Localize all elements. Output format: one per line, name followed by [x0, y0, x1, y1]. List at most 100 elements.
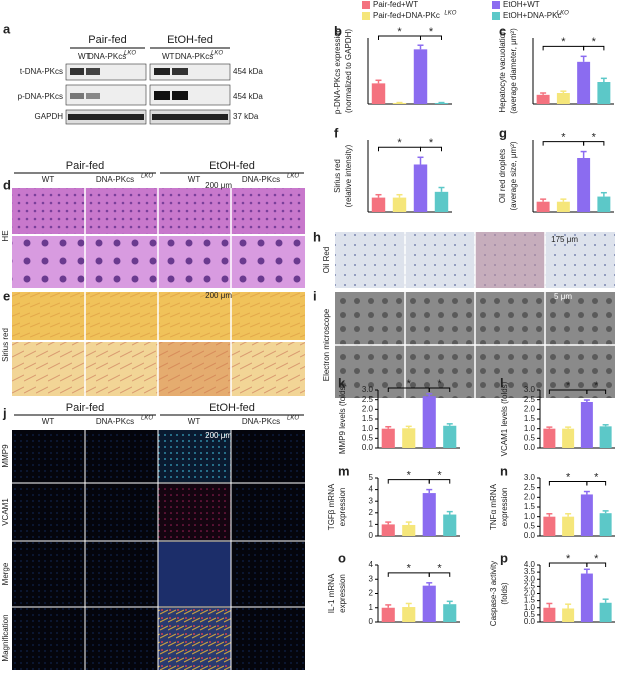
y-axis-label: expression [500, 488, 509, 527]
significance-label: * [561, 36, 566, 48]
row-label: Electron microscope [322, 308, 331, 381]
histology-images [12, 188, 615, 670]
column-sup: LKO [287, 174, 299, 180]
lane-sup: LKO [124, 51, 136, 57]
y-tick-label: 3 [369, 574, 374, 583]
bar [434, 191, 449, 212]
column-label: DNA-PKcs [242, 417, 280, 426]
bar [381, 428, 395, 448]
bar [392, 102, 407, 104]
y-tick-label: 0.0 [362, 443, 374, 452]
panel-label: m [338, 463, 350, 478]
legend-label: EtOH+DNA-PKc [503, 11, 561, 20]
y-tick-label: 0.0 [524, 531, 536, 540]
bar [536, 94, 550, 104]
bar [556, 93, 570, 104]
row-label: MMP9 [1, 444, 10, 468]
bar [381, 524, 395, 536]
bar [597, 196, 611, 212]
significance-bracket [586, 389, 607, 395]
panel-label: f [334, 125, 339, 140]
y-tick-label: 2.5 [524, 395, 536, 404]
y-tick-label: 3 [369, 496, 374, 505]
panel-label: l [500, 375, 504, 390]
row-label: VCAM1 [1, 498, 10, 526]
lane-sup: LKO [211, 51, 223, 57]
bar [371, 197, 386, 212]
y-tick-label: 1.0 [362, 424, 374, 433]
significance-label: * [594, 471, 599, 483]
legend-label: EtOH+WT [503, 0, 540, 9]
lane-label: DNA-PKcs [175, 52, 213, 61]
bar [422, 493, 436, 536]
y-tick-label: 1.0 [524, 424, 536, 433]
blot-row-label: GAPDH [35, 112, 64, 121]
column-sup: LKO [141, 174, 153, 180]
column-label: WT [42, 417, 55, 426]
panel-label: g [499, 125, 507, 140]
blot-size: 454 kDa [233, 92, 263, 101]
panel-label: i [313, 288, 317, 303]
panel-label: e [3, 288, 10, 303]
y-tick-label: 0 [369, 617, 374, 626]
row-label: HE [1, 230, 10, 241]
significance-label: * [437, 563, 442, 575]
y-axis-label: Caspase-3 activity [489, 561, 498, 626]
blot-row-label: t-DNA-PKcs [20, 67, 63, 76]
bar [402, 607, 416, 622]
bar [381, 607, 395, 622]
significance-label: * [561, 131, 566, 143]
y-axis-label: TGFβ mRNA [327, 483, 336, 530]
significance-label: * [594, 380, 599, 392]
y-tick-label: 2 [369, 589, 374, 598]
row-label: Magnification [1, 614, 10, 661]
y-axis-label: (normalized to GAPDH) [344, 29, 353, 113]
y-tick-label: 0.5 [524, 610, 536, 619]
bar [371, 83, 386, 104]
significance-bracket [428, 572, 451, 577]
y-axis-label: expression [338, 574, 347, 613]
y-axis-label: IL-1 mRNA [327, 573, 336, 613]
blot-size: 37 kDa [233, 112, 259, 121]
y-tick-label: 0.0 [524, 617, 536, 626]
row-label: Sirius red [1, 328, 10, 362]
group-label: Pair-fed [66, 402, 105, 414]
panel-label: j [2, 405, 7, 420]
significance-label: * [566, 380, 571, 392]
y-tick-label: 4 [369, 560, 374, 569]
legend-label: Pair-fed+DNA-PKc [373, 11, 440, 20]
y-axis-label: MMP9 levels (folds) [338, 384, 347, 455]
column-sup: LKO [141, 416, 153, 422]
scale-label: 200 μm [205, 431, 232, 440]
bar [599, 602, 612, 622]
y-axis-label: (average diameter, μm²) [509, 28, 518, 114]
significance-label: * [592, 131, 597, 143]
y-axis-label: (relative intensity) [344, 144, 353, 207]
significance-bracket [586, 562, 607, 567]
y-tick-label: 1.5 [524, 414, 536, 423]
y-tick-label: 2.0 [362, 404, 374, 413]
bar [413, 164, 428, 212]
y-tick-label: 1.0 [524, 512, 536, 521]
row-label: Oil Red [322, 247, 331, 274]
blot-row-label: p-DNA-PKcs [18, 92, 63, 101]
y-tick-label: 0.5 [524, 433, 536, 442]
panel-label: b [334, 23, 342, 38]
y-axis-label: TNFα mRNA [489, 483, 498, 530]
y-tick-label: 1.5 [362, 414, 374, 423]
bar [597, 82, 611, 104]
bar [402, 428, 416, 448]
significance-bracket [428, 387, 451, 392]
bar [443, 425, 457, 448]
significance-label: * [566, 471, 571, 483]
panel-label: c [499, 23, 506, 38]
group-label: EtOH-fed [167, 34, 213, 46]
y-tick-label: 2.0 [524, 492, 536, 501]
y-tick-label: 0 [369, 531, 374, 540]
bar [536, 201, 550, 212]
bar [562, 428, 575, 448]
bar [577, 61, 591, 104]
bar [392, 197, 407, 212]
significance-label: * [566, 553, 571, 565]
